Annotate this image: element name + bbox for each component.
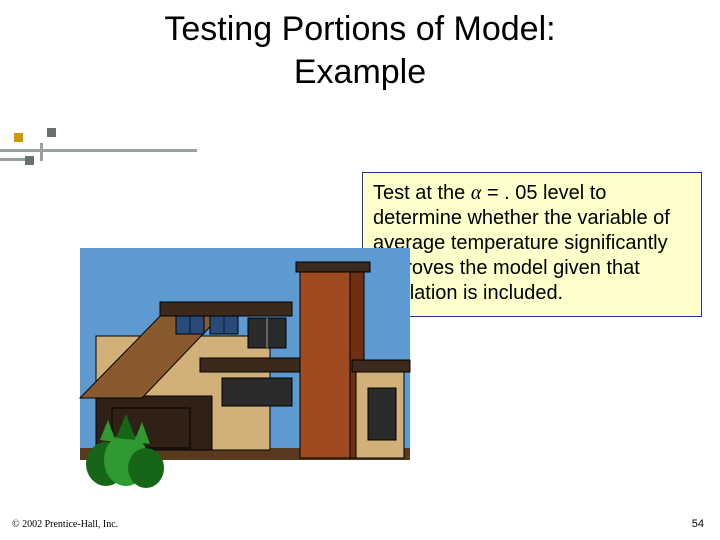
roof-mid <box>200 358 300 372</box>
accent-square-grey-1 <box>25 156 34 165</box>
slide-title: Testing Portions of Model: Example <box>0 8 720 93</box>
title-line-1: Testing Portions of Model: <box>164 10 555 48</box>
rule-long <box>0 149 197 152</box>
callout-prefix: Test at the <box>373 182 471 204</box>
house-illustration <box>50 218 430 508</box>
accent-square-grey-2 <box>47 128 56 137</box>
window-lower <box>222 378 292 406</box>
accent-square-gold <box>14 133 23 142</box>
chimney-cap <box>296 262 370 272</box>
page-number: 54 <box>692 518 704 530</box>
chimney <box>300 270 356 458</box>
title-line-2: Example <box>294 53 426 91</box>
roof-upper <box>160 302 292 316</box>
alpha-symbol: α <box>471 182 482 204</box>
roof-right <box>352 360 410 372</box>
copyright: © 2002 Prentice-Hall, Inc. <box>12 519 118 530</box>
title-rule <box>0 143 720 167</box>
window-right <box>368 388 396 440</box>
rule-vertical <box>40 143 43 161</box>
